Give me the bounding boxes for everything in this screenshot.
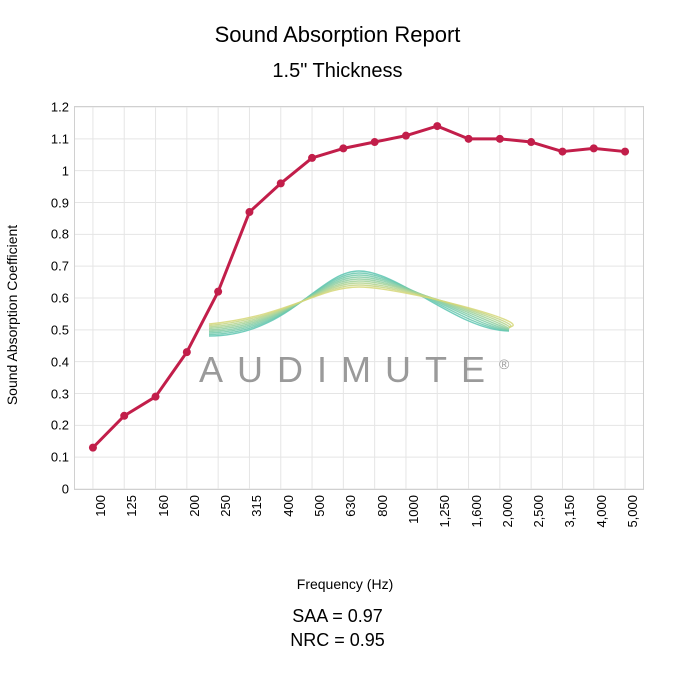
x-tick: 400 <box>281 495 296 517</box>
y-tick: 0.9 <box>35 195 75 210</box>
x-tick: 630 <box>343 495 358 517</box>
chart-title: Sound Absorption Report <box>0 22 675 48</box>
y-tick: 0.2 <box>35 418 75 433</box>
y-tick: 1 <box>35 163 75 178</box>
x-tick: 100 <box>93 495 108 517</box>
x-tick: 2,000 <box>500 495 515 528</box>
x-tick: 3,150 <box>562 495 577 528</box>
x-tick: 250 <box>218 495 233 517</box>
plot-area: AUDIMUTE® 00.10.20.30.40.50.60.70.80.911… <box>74 106 644 490</box>
x-tick: 1,250 <box>437 495 452 528</box>
x-tick: 1000 <box>406 495 421 524</box>
chart-svg <box>75 107 643 489</box>
y-tick: 0.6 <box>35 291 75 306</box>
y-tick: 0.8 <box>35 227 75 242</box>
saa-value: SAA = 0.97 <box>0 606 675 627</box>
x-tick: 5,000 <box>625 495 640 528</box>
x-tick: 4,000 <box>594 495 609 528</box>
x-tick: 200 <box>187 495 202 517</box>
chart-container: Sound Absorption Coefficient AUDIMUTE® 0… <box>40 100 650 530</box>
y-tick: 0.1 <box>35 450 75 465</box>
x-tick: 125 <box>124 495 139 517</box>
x-tick: 1,600 <box>469 495 484 528</box>
y-axis-label: Sound Absorption Coefficient <box>4 225 20 405</box>
x-tick: 2,500 <box>531 495 546 528</box>
x-tick: 500 <box>312 495 327 517</box>
y-tick: 1.2 <box>35 100 75 115</box>
y-tick: 0.7 <box>35 259 75 274</box>
x-tick: 160 <box>156 495 171 517</box>
nrc-value: NRC = 0.95 <box>0 630 675 651</box>
y-tick: 0 <box>35 482 75 497</box>
x-tick: 800 <box>375 495 390 517</box>
y-tick: 0.3 <box>35 386 75 401</box>
y-tick: 1.1 <box>35 131 75 146</box>
y-tick: 0.4 <box>35 354 75 369</box>
chart-subtitle: 1.5" Thickness <box>0 60 675 83</box>
x-axis-label: Frequency (Hz) <box>40 576 650 592</box>
x-tick: 315 <box>249 495 264 517</box>
y-tick: 0.5 <box>35 322 75 337</box>
